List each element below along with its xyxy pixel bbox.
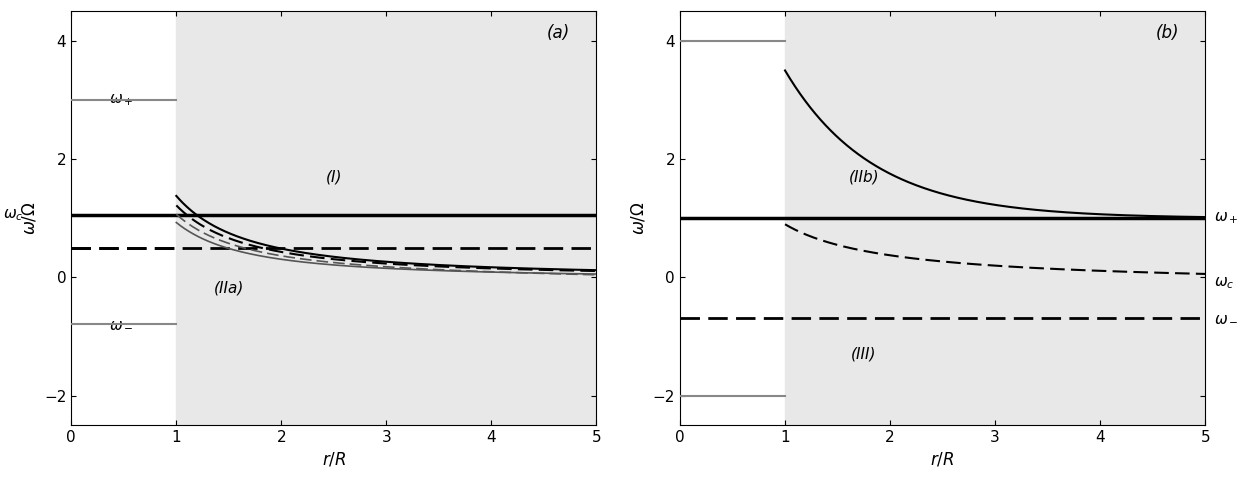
Y-axis label: $\omega/\Omega$: $\omega/\Omega$ — [20, 202, 39, 235]
Text: $\omega_-$: $\omega_-$ — [1213, 310, 1238, 325]
Text: (IIb): (IIb) — [849, 169, 879, 184]
Text: (IIa): (IIa) — [213, 281, 243, 296]
Text: $\omega_-$: $\omega_-$ — [110, 316, 134, 331]
Text: (I): (I) — [326, 169, 342, 184]
Text: $\omega_c$: $\omega_c$ — [4, 207, 24, 223]
Bar — [176, 11, 597, 425]
Text: $\omega_+$: $\omega_+$ — [1213, 210, 1238, 226]
Y-axis label: $\omega/\Omega$: $\omega/\Omega$ — [629, 202, 646, 235]
Text: (III): (III) — [851, 347, 876, 362]
X-axis label: $r/R$: $r/R$ — [931, 451, 955, 469]
Text: $\omega_c$: $\omega_c$ — [1213, 276, 1234, 291]
Text: (a): (a) — [547, 24, 570, 42]
Text: $\omega_+$: $\omega_+$ — [110, 92, 134, 108]
X-axis label: $r/R$: $r/R$ — [322, 451, 346, 469]
Bar — [785, 11, 1206, 425]
Text: (b): (b) — [1156, 24, 1179, 42]
